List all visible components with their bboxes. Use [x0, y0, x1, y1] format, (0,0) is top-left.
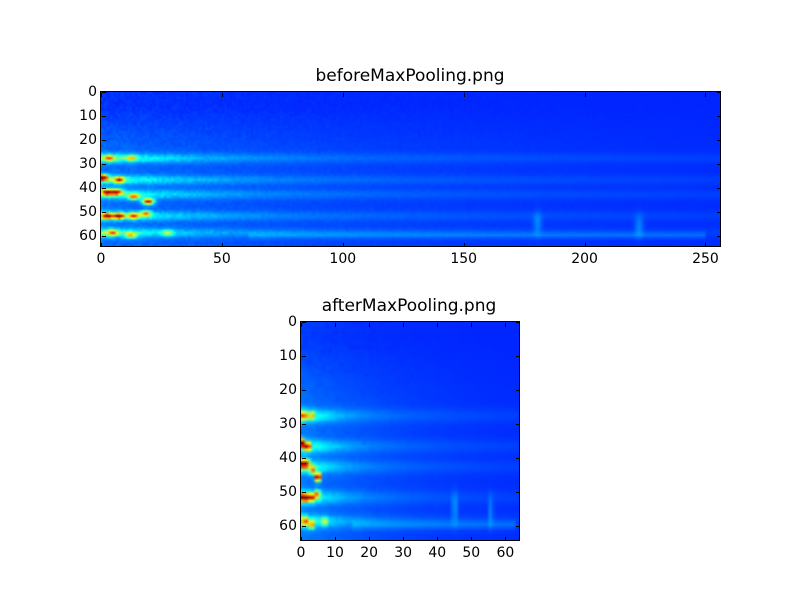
y-tick-mark [102, 212, 106, 214]
y-tick-mark [302, 356, 306, 358]
x-tick-mark [463, 93, 465, 97]
y-tick-mark [102, 188, 106, 190]
y-tick-mark [516, 322, 520, 323]
y-tick-mark [102, 92, 106, 93]
x-tick-mark [705, 93, 707, 97]
y-tick-mark [102, 164, 106, 166]
bottom-y-tick-label: 0 [288, 314, 297, 330]
bottom-y-tick-label: 30 [279, 416, 297, 433]
x-tick-mark [301, 323, 302, 327]
y-tick-mark [302, 424, 306, 426]
x-tick-mark [301, 537, 302, 541]
top-y-tick-label: 60 [79, 228, 97, 245]
bottom-heatmap-image [301, 322, 519, 540]
bottom-heatmap-axes [300, 321, 520, 541]
x-tick-mark [437, 537, 439, 541]
bottom-x-tick-label: 30 [394, 545, 413, 561]
x-tick-mark [403, 323, 405, 327]
y-tick-mark [717, 92, 721, 93]
y-tick-mark [102, 116, 106, 118]
x-tick-mark [403, 537, 405, 541]
bottom-y-tick-label: 20 [279, 382, 297, 399]
x-tick-mark [505, 323, 507, 327]
top-heatmap-image [101, 92, 720, 246]
x-tick-mark [369, 537, 371, 541]
top-chart-title: beforeMaxPooling.png [315, 66, 505, 86]
bottom-y-tick-label: 50 [279, 484, 297, 501]
y-tick-mark [302, 390, 306, 392]
x-tick-mark [369, 323, 371, 327]
y-tick-mark [516, 424, 520, 426]
x-tick-mark [221, 243, 223, 247]
x-tick-mark [437, 323, 439, 327]
y-tick-mark [302, 458, 306, 460]
bottom-x-tick-label: 20 [360, 545, 379, 561]
top-y-tick-label: 10 [79, 108, 97, 125]
x-tick-mark [505, 537, 507, 541]
bottom-x-tick-label: 10 [326, 545, 344, 561]
x-tick-mark [342, 93, 344, 97]
top-x-tick-label: 200 [571, 251, 598, 267]
y-tick-mark [717, 212, 721, 214]
x-tick-mark [342, 243, 344, 247]
x-tick-mark [705, 243, 707, 247]
x-tick-mark [221, 93, 223, 97]
y-tick-mark [102, 236, 106, 238]
bottom-chart-title: afterMaxPooling.png [321, 296, 497, 316]
y-tick-mark [302, 526, 306, 528]
x-tick-mark [335, 537, 337, 541]
y-tick-mark [516, 492, 520, 494]
top-x-tick-label: 0 [96, 251, 106, 267]
top-y-tick-label: 0 [88, 84, 97, 100]
x-tick-mark [101, 243, 102, 247]
bottom-x-tick-label: 40 [428, 545, 447, 561]
x-tick-mark [584, 243, 586, 247]
y-tick-mark [302, 492, 306, 494]
y-tick-mark [516, 458, 520, 460]
y-tick-mark [717, 116, 721, 118]
top-x-tick-label: 250 [692, 251, 719, 267]
y-tick-mark [717, 236, 721, 238]
top-heatmap-axes [100, 91, 721, 247]
top-x-tick-label: 100 [329, 251, 357, 267]
x-tick-mark [471, 323, 473, 327]
bottom-x-tick-label: 60 [496, 545, 515, 561]
y-tick-mark [302, 322, 306, 323]
x-tick-mark [471, 537, 473, 541]
y-tick-mark [102, 140, 106, 142]
bottom-y-tick-label: 40 [279, 450, 297, 467]
bottom-y-tick-label: 60 [279, 518, 297, 535]
x-tick-mark [463, 243, 465, 247]
x-tick-mark [584, 93, 586, 97]
top-y-tick-label: 20 [79, 132, 97, 149]
top-x-tick-label: 150 [450, 251, 478, 267]
y-tick-mark [717, 164, 721, 166]
bottom-x-tick-label: 0 [296, 545, 306, 561]
top-y-tick-label: 30 [79, 156, 97, 173]
top-y-tick-label: 40 [79, 180, 97, 197]
bottom-y-tick-label: 10 [279, 348, 297, 365]
y-tick-mark [717, 140, 721, 142]
top-x-tick-label: 50 [212, 251, 231, 267]
x-tick-mark [101, 93, 102, 97]
y-tick-mark [717, 188, 721, 190]
x-tick-mark [335, 323, 337, 327]
y-tick-mark [516, 526, 520, 528]
y-tick-mark [516, 356, 520, 358]
top-y-tick-label: 50 [79, 204, 97, 221]
bottom-x-tick-label: 50 [462, 545, 481, 561]
y-tick-mark [516, 390, 520, 392]
